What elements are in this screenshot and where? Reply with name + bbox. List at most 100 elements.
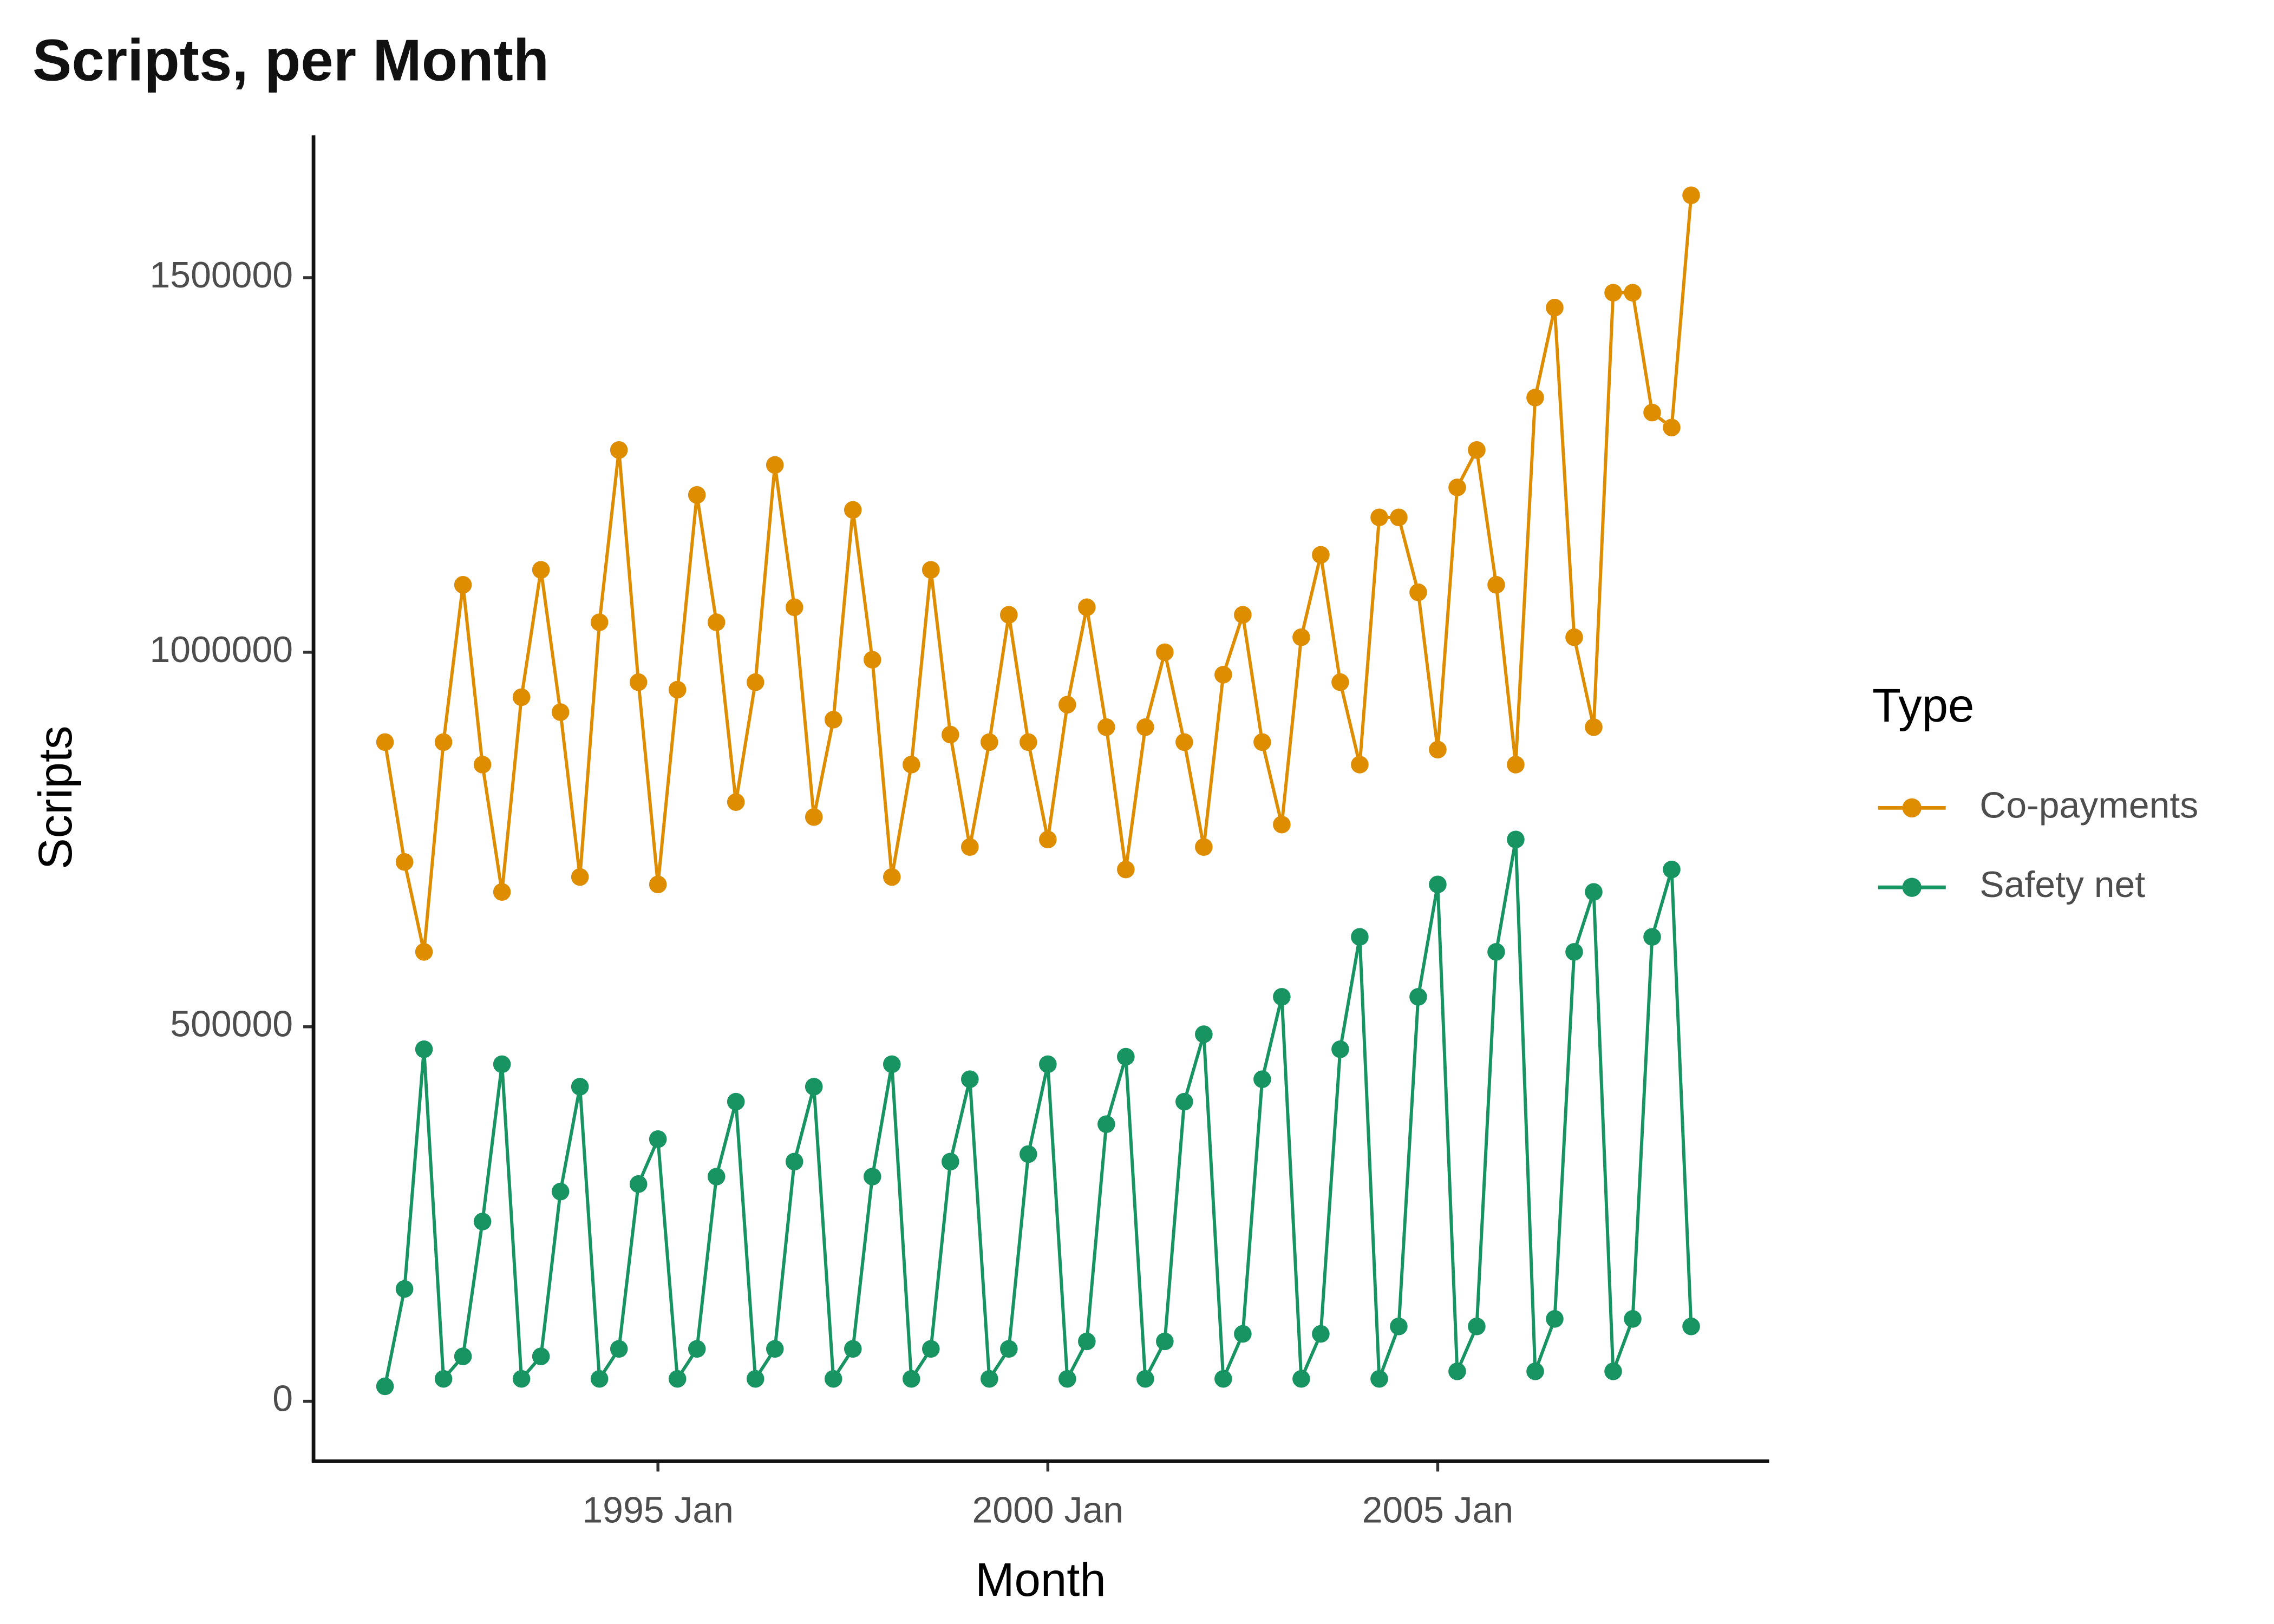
data-point (1234, 606, 1252, 624)
data-point (395, 853, 414, 871)
legend-title: Type (1872, 679, 1975, 732)
data-point (1312, 1325, 1330, 1343)
data-point (1390, 508, 1408, 527)
data-point (1078, 598, 1096, 617)
y-axis-title: Scripts (29, 725, 82, 869)
data-point (922, 561, 940, 579)
data-point (1038, 1055, 1057, 1073)
data-point (1429, 741, 1447, 759)
data-point (1487, 943, 1505, 961)
plot-area: 0 500000 1000000 1500000 1995 Jan 2000 Jan 200… (150, 186, 1700, 1530)
data-point (1409, 988, 1427, 1006)
data-point (688, 1340, 706, 1358)
data-point (532, 561, 550, 579)
data-point (1292, 1370, 1310, 1388)
data-point (434, 1370, 453, 1388)
data-point (590, 1370, 609, 1388)
data-point (766, 456, 784, 474)
data-point (707, 1168, 726, 1186)
data-point (883, 1055, 901, 1073)
data-point (1195, 1025, 1213, 1043)
data-point (493, 1055, 511, 1073)
data-point (707, 613, 726, 631)
data-point (1117, 1047, 1135, 1066)
data-point (649, 875, 667, 894)
data-point (1604, 1362, 1622, 1380)
data-point (1292, 628, 1310, 646)
data-point (376, 1377, 394, 1396)
data-point (980, 1370, 998, 1388)
data-point (473, 1213, 492, 1230)
data-point (727, 793, 745, 811)
data-point (1175, 1092, 1193, 1111)
data-point (1663, 418, 1681, 437)
data-point (1058, 1370, 1076, 1388)
data-point (629, 673, 648, 691)
data-point (844, 501, 862, 519)
data-point (1331, 673, 1349, 691)
legend: Co-payments Safety net (1878, 784, 2198, 905)
data-point (668, 1370, 687, 1388)
data-point (1253, 733, 1271, 751)
data-point (590, 613, 609, 631)
data-point (1663, 860, 1681, 879)
data-point (1643, 403, 1661, 422)
x-tick-label: 2005 Jan (1362, 1489, 1514, 1530)
data-point (1604, 284, 1622, 302)
x-tick-label: 1995 Jan (582, 1489, 734, 1530)
data-point (805, 808, 823, 826)
data-point (999, 1340, 1018, 1358)
data-point (1331, 1040, 1349, 1058)
data-point (532, 1347, 550, 1365)
data-point (902, 756, 920, 774)
data-point (376, 733, 394, 751)
data-point (1156, 643, 1174, 662)
data-point (551, 703, 570, 721)
data-point (1526, 1362, 1544, 1380)
data-point (1409, 583, 1427, 601)
data-point (1468, 1317, 1486, 1335)
data-point (1585, 883, 1603, 901)
data-point (434, 733, 453, 751)
data-point (512, 1370, 531, 1388)
data-point (766, 1340, 784, 1358)
x-axis-title: Month (975, 1554, 1106, 1606)
data-point (1234, 1325, 1252, 1343)
data-point (1097, 1115, 1115, 1133)
data-point (1078, 1332, 1096, 1351)
data-point (1526, 389, 1544, 407)
y-tick-label: 0 (272, 1378, 293, 1419)
y-tick-label: 500000 (170, 1004, 293, 1045)
data-point (941, 1152, 959, 1171)
data-point (1546, 1310, 1564, 1328)
data-point (785, 1152, 803, 1171)
data-point (1136, 718, 1154, 736)
data-point (610, 1340, 628, 1358)
data-point (668, 680, 687, 699)
legend-label: Safety net (1979, 864, 2145, 905)
data-point (960, 1070, 979, 1088)
data-point (844, 1340, 862, 1358)
data-point (1351, 928, 1369, 946)
data-point (571, 868, 589, 886)
data-point (1468, 441, 1486, 459)
data-point (1448, 479, 1466, 496)
data-point (1214, 1370, 1232, 1388)
data-point (727, 1092, 745, 1111)
data-point (1507, 756, 1525, 774)
data-point (960, 838, 979, 856)
data-point (571, 1078, 589, 1096)
data-point (473, 756, 492, 774)
x-tick-label: 2000 Jan (972, 1489, 1124, 1530)
data-point (1565, 628, 1583, 646)
data-point (941, 725, 959, 744)
legend-marker (1902, 878, 1922, 897)
data-point (824, 1370, 842, 1388)
data-point (1136, 1370, 1154, 1388)
data-point (551, 1182, 570, 1201)
data-point (1273, 988, 1291, 1006)
data-point (1214, 666, 1232, 684)
data-point (785, 598, 803, 617)
y-tick-label: 1000000 (150, 629, 293, 670)
